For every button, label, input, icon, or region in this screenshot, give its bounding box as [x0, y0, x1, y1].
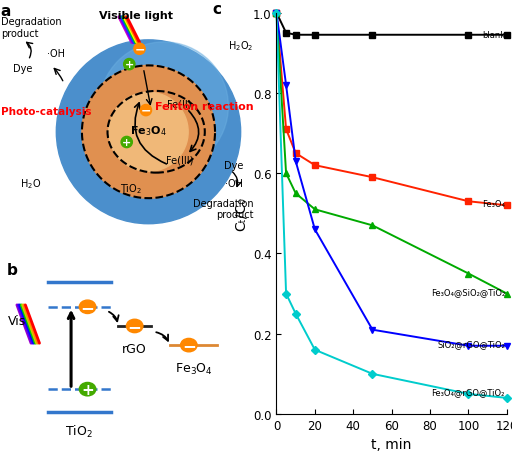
Text: b: b [6, 262, 17, 277]
Circle shape [124, 59, 135, 71]
Text: TiO$_2$: TiO$_2$ [119, 182, 142, 196]
Text: Fe(II): Fe(II) [167, 100, 191, 110]
Text: Fe(III): Fe(III) [165, 156, 193, 166]
Text: blank: blank [482, 31, 505, 40]
Text: Degradation
product: Degradation product [2, 17, 62, 39]
Circle shape [121, 137, 132, 148]
Circle shape [79, 383, 96, 396]
Text: +: + [124, 60, 134, 70]
Text: Fenton reaction: Fenton reaction [155, 102, 253, 112]
Circle shape [56, 41, 241, 224]
Text: +: + [81, 382, 94, 397]
Text: Photo-catalysis: Photo-catalysis [2, 107, 92, 117]
Text: a: a [1, 4, 11, 19]
Text: −: − [134, 43, 145, 56]
Text: ·OH: ·OH [47, 49, 66, 59]
Text: −: − [182, 336, 196, 354]
Text: Fe₃O₄@rGO@TiO₂: Fe₃O₄@rGO@TiO₂ [432, 388, 505, 396]
Text: −: − [127, 317, 142, 335]
Text: ·OH: ·OH [225, 178, 243, 188]
Text: H$_2$O: H$_2$O [20, 177, 41, 190]
Text: Vis: Vis [8, 314, 26, 327]
Text: TiO$_2$: TiO$_2$ [66, 423, 93, 440]
Circle shape [181, 339, 197, 352]
Text: Fe₃O₄: Fe₃O₄ [482, 199, 505, 208]
Text: +: + [122, 138, 132, 148]
Text: −: − [80, 298, 95, 316]
Text: Degradation
product: Degradation product [193, 198, 253, 220]
Text: rGO: rGO [122, 343, 147, 356]
Circle shape [99, 43, 228, 171]
Text: H$_2$O$_2$: H$_2$O$_2$ [228, 39, 253, 53]
Circle shape [79, 300, 96, 314]
Text: Fe$_3$O$_4$: Fe$_3$O$_4$ [175, 361, 212, 376]
Text: Fe$_3$O$_4$: Fe$_3$O$_4$ [130, 124, 167, 138]
Circle shape [134, 44, 145, 56]
Circle shape [126, 319, 143, 333]
Text: Fe₃O₄@SiO₂@TiO₂: Fe₃O₄@SiO₂@TiO₂ [431, 288, 505, 296]
Text: Dye: Dye [224, 161, 243, 171]
Text: −: − [141, 104, 151, 117]
Text: c: c [212, 2, 221, 16]
Circle shape [140, 105, 152, 116]
Text: Visible light: Visible light [99, 11, 173, 21]
X-axis label: t, min: t, min [372, 437, 412, 451]
Text: Dye: Dye [13, 64, 32, 74]
Text: SiO₂@rGO@TiO₂: SiO₂@rGO@TiO₂ [437, 339, 505, 349]
Circle shape [109, 93, 188, 172]
Y-axis label: Cₜ/C₀: Cₜ/C₀ [233, 197, 247, 231]
Circle shape [82, 66, 215, 199]
